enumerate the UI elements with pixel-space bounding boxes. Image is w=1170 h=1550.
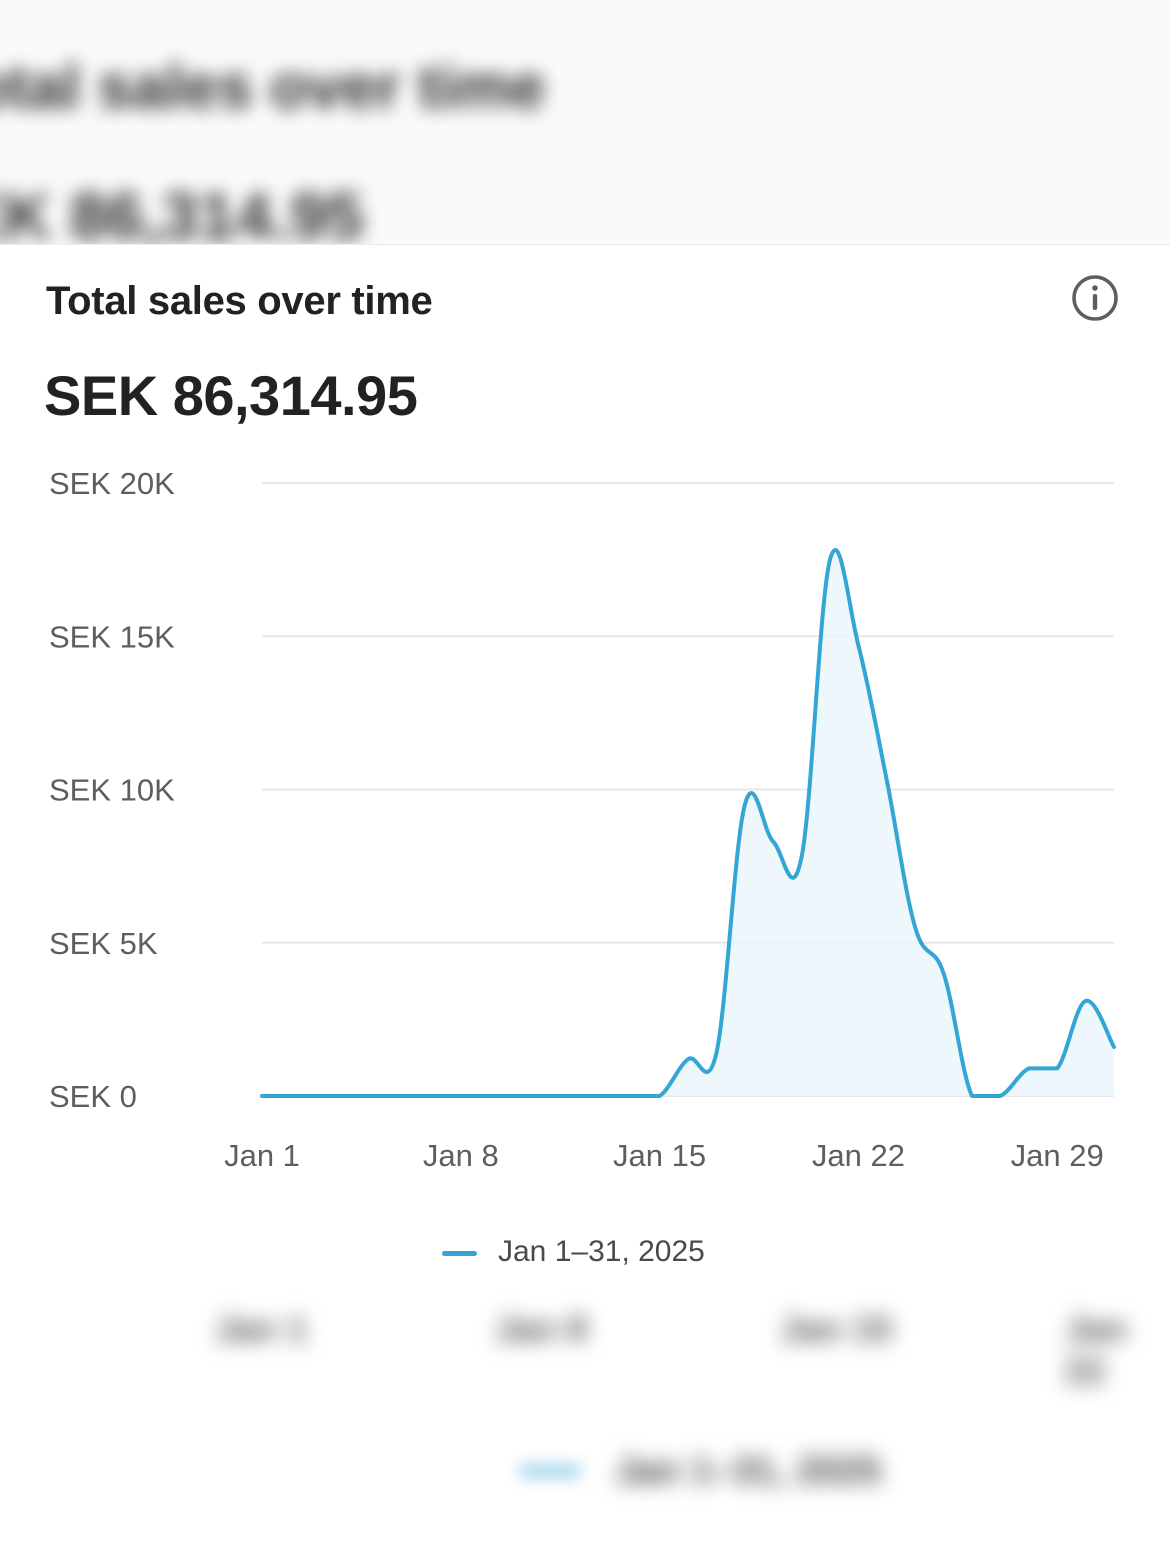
y-tick-label: SEK 5K <box>49 926 158 961</box>
background-total: EK 86,314.95 <box>0 179 364 245</box>
y-tick-label: SEK 15K <box>49 619 175 654</box>
total-sales-value: SEK 86,314.95 <box>44 364 418 427</box>
info-circle-icon <box>1072 275 1118 321</box>
background-tick-label: Jan 8 <box>495 1308 588 1349</box>
background-footer: Jan 1 Jan 8 Jan 15 Jan 22 Jan 1–31, 2025 <box>0 1290 1170 1550</box>
series-line <box>260 548 1116 1098</box>
y-tick-label: SEK 20K <box>49 466 175 501</box>
series-area <box>262 549 1114 1096</box>
background-tick-label: Jan 22 <box>1065 1308 1128 1391</box>
legend-label: Jan 1–31, 2025 <box>498 1235 705 1268</box>
card-title: Total sales over time <box>46 279 433 323</box>
background-tick-row: Jan 1 Jan 8 Jan 15 Jan 22 <box>0 1308 1170 1391</box>
background-legend-label: Jan 1–31, 2025 <box>615 1450 882 1492</box>
sales-line-chart: SEK 0 SEK 5K SEK 10K SEK 15K SEK 20K Jan 1 Jan… <box>49 466 1116 1173</box>
x-tick-label: Jan 1 <box>224 1138 300 1173</box>
background-title: otal sales over time <box>0 53 546 122</box>
background-tick-label: Jan 1 <box>215 1308 308 1349</box>
x-tick-label: Jan 29 <box>1011 1138 1104 1173</box>
y-tick-label: SEK 0 <box>49 1079 137 1114</box>
legend-swatch <box>442 1251 477 1256</box>
info-button[interactable] <box>1070 273 1120 323</box>
x-tick-label: Jan 8 <box>423 1138 499 1173</box>
x-tick-label: Jan 15 <box>613 1138 706 1173</box>
y-tick-label: SEK 10K <box>49 773 175 808</box>
background-legend: Jan 1–31, 2025 <box>520 1450 920 1492</box>
sales-card: SEK 0 SEK 5K SEK 10K SEK 15K SEK 20K Jan 1 Jan… <box>0 245 1170 1290</box>
chart-legend[interactable]: Jan 1–31, 2025 <box>442 1235 762 1271</box>
background-legend-swatch <box>520 1466 580 1476</box>
x-tick-label: Jan 22 <box>812 1138 905 1173</box>
background-tick-label: Jan 15 <box>780 1308 893 1349</box>
background-header: otal sales over time EK 86,314.95 <box>0 0 1170 245</box>
